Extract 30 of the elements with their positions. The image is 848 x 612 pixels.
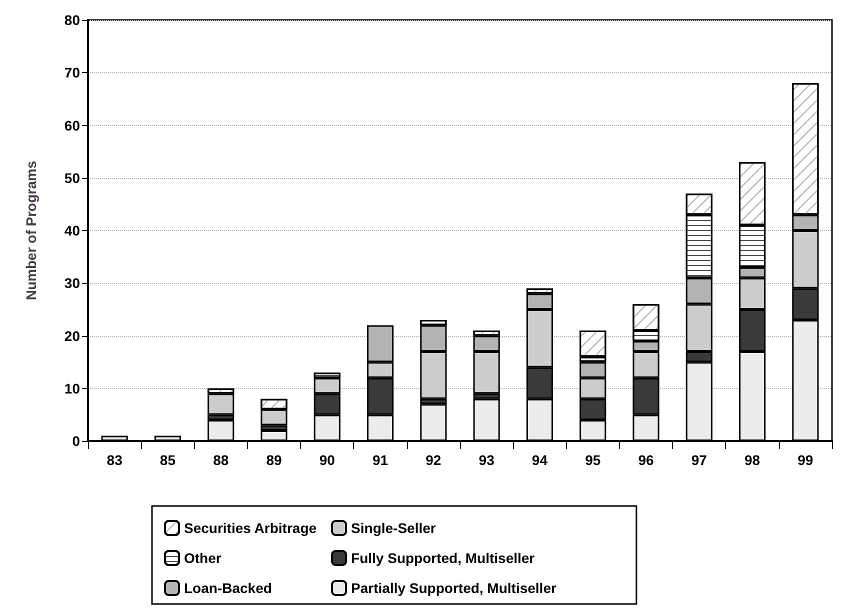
x-tick-label: 92	[426, 452, 442, 468]
x-tick-label: 93	[478, 452, 495, 468]
legend-label: Other	[184, 550, 222, 566]
x-tick-label: 83	[106, 452, 123, 468]
y-tick-label: 0	[72, 433, 80, 449]
x-tick-label: 99	[798, 452, 814, 468]
x-tick-label: 94	[532, 452, 548, 468]
legend-label: Loan-Backed	[184, 580, 272, 596]
x-tick-label: 88	[213, 452, 229, 468]
x-tick-label: 97	[691, 452, 708, 468]
y-tick-label: 50	[64, 170, 80, 186]
y-axis-title: Number of Programs	[23, 160, 39, 300]
x-tick-label: 85	[160, 452, 176, 468]
x-tick-label: 89	[266, 452, 282, 468]
legend-label: Partially Supported, Multiseller	[351, 580, 557, 596]
x-tick-label: 91	[372, 452, 388, 468]
y-tick-label: 60	[64, 117, 80, 134]
x-tick-label: 96	[638, 452, 654, 468]
x-tick-label: 95	[585, 452, 601, 468]
y-tick-label: 30	[64, 275, 80, 292]
x-tick-label: 98	[744, 452, 760, 468]
y-tick-label: 80	[64, 12, 80, 28]
legend-label: Fully Supported, Multiseller	[351, 550, 536, 566]
y-tick-label: 20	[64, 328, 80, 344]
legend-label: Single-Seller	[351, 520, 436, 536]
legend-label: Securities Arbitrage	[184, 520, 317, 536]
y-tick-label: 70	[64, 64, 80, 81]
y-tick-label: 10	[64, 380, 80, 396]
x-tick-label: 90	[319, 452, 336, 468]
y-tick-label: 40	[64, 222, 80, 238]
